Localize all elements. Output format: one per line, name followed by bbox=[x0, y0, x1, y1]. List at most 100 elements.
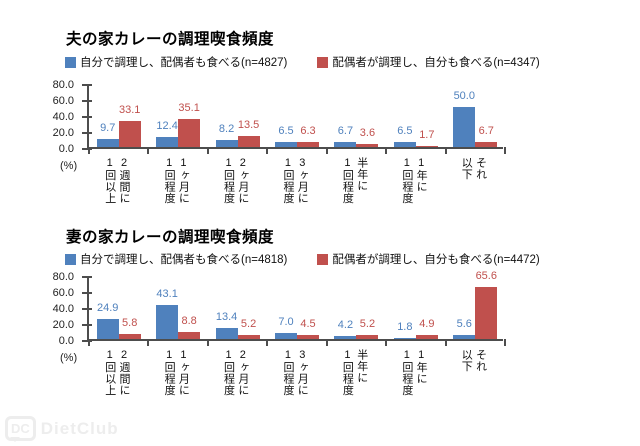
plot-area: 9.7 33.1 12.4 35.1 8.2 13.5 6.5 6.3 6.7 3.6 6.5 1.7… bbox=[82, 84, 506, 154]
bar-red-cat3 bbox=[237, 334, 260, 339]
x-axis-labels: 2週間に 1回以上 1ヶ月に 1回程度 2ヶ月に 1回程度 3ヶ月に 1回程度 半年に … bbox=[87, 157, 503, 223]
x-category-label: 3ヶ月に 1回程度 bbox=[281, 349, 309, 396]
x-tick-mark bbox=[325, 147, 328, 154]
x-tick-mark bbox=[325, 339, 328, 346]
x-tick-mark bbox=[385, 339, 388, 346]
x-category-label: 3ヶ月に 1回程度 bbox=[281, 157, 309, 204]
bar-red-cat2 bbox=[178, 331, 201, 339]
data-label: 5.2 bbox=[240, 317, 257, 330]
bar-red-cat2 bbox=[178, 118, 201, 147]
data-label: 24.9 bbox=[97, 302, 119, 315]
x-category-label: 2週間に 1回以上 bbox=[103, 349, 130, 396]
bar-blue-cat2 bbox=[156, 304, 179, 339]
data-label: 43.1 bbox=[156, 287, 178, 300]
axis-unit-label: (%) bbox=[60, 352, 78, 364]
y-tick-mark bbox=[82, 84, 92, 86]
bar-blue-cat3 bbox=[215, 140, 238, 147]
x-tick-mark bbox=[147, 147, 150, 154]
y-tick-mark bbox=[82, 340, 92, 342]
x-tick-mark bbox=[266, 339, 269, 346]
y-tick-label: 60.0 bbox=[52, 95, 74, 107]
legend-husband: 自分で調理し、配偶者も食べる(n=4827) 配偶者が調理し、自分も食べる(n=… bbox=[65, 54, 540, 70]
chart-title-husband: 夫の家カレーの調理喫食頻度 bbox=[66, 31, 275, 48]
bar-red-cat5 bbox=[356, 144, 379, 147]
legend-label-self-cooks: 自分で調理し、配偶者も食べる(n=4827) bbox=[80, 57, 288, 69]
x-tick-mark bbox=[206, 147, 209, 154]
x-tick-mark bbox=[504, 147, 506, 154]
bar-red-cat6 bbox=[415, 335, 438, 339]
data-label: 4.5 bbox=[300, 318, 316, 331]
x-tick-mark bbox=[504, 339, 506, 346]
data-label: 1.7 bbox=[419, 128, 435, 141]
bar-blue-cat4 bbox=[275, 333, 297, 339]
y-tick-label: 20.0 bbox=[52, 127, 74, 139]
legend-swatch-red-icon bbox=[317, 253, 329, 265]
bar-blue-cat3 bbox=[215, 328, 238, 339]
data-label: 6.5 bbox=[278, 124, 294, 137]
y-tick-label: 0.0 bbox=[58, 335, 74, 347]
data-label: 13.4 bbox=[215, 311, 238, 324]
bar-red-cat5 bbox=[356, 334, 379, 339]
x-category-label: 半年に 1回程度 bbox=[341, 157, 368, 204]
data-label: 4.9 bbox=[419, 318, 435, 331]
bar-blue-cat7 bbox=[453, 107, 476, 147]
y-tick-mark bbox=[82, 308, 92, 310]
data-label: 13.5 bbox=[237, 119, 260, 132]
x-tick-mark bbox=[444, 339, 447, 346]
x-category-label: 1ヶ月に 1回程度 bbox=[163, 157, 190, 204]
bar-red-cat1 bbox=[118, 334, 141, 339]
bar-blue-cat5 bbox=[334, 141, 357, 147]
data-label: 7.0 bbox=[278, 316, 294, 329]
legend-label-spouse-cooks: 配偶者が調理し、自分も食べる(n=4472) bbox=[332, 254, 540, 266]
legend-swatch-blue-icon bbox=[65, 253, 76, 265]
data-label: 6.7 bbox=[478, 124, 494, 137]
y-tick-mark bbox=[82, 276, 92, 278]
x-category-label: 半年に 1回程度 bbox=[341, 349, 368, 396]
bar-blue-cat4 bbox=[275, 141, 297, 147]
x-tick-mark bbox=[147, 339, 150, 346]
bar-blue-cat2 bbox=[156, 137, 179, 147]
data-label: 33.1 bbox=[118, 103, 141, 116]
bar-red-cat3 bbox=[237, 136, 260, 147]
y-tick-label: 80.0 bbox=[52, 271, 74, 283]
bar-blue-cat5 bbox=[334, 335, 357, 339]
x-category-label: それ 以下 bbox=[460, 349, 487, 372]
dietclub-watermark: DC DietClub bbox=[5, 416, 119, 442]
x-category-label: 2ヶ月に 1回程度 bbox=[222, 157, 249, 204]
data-label: 1.8 bbox=[397, 320, 413, 333]
y-tick-label: 80.0 bbox=[52, 79, 74, 91]
bar-red-cat1 bbox=[118, 120, 141, 147]
bar-blue-cat1 bbox=[96, 139, 119, 147]
y-tick-mark bbox=[82, 324, 92, 326]
data-label: 4.2 bbox=[337, 318, 354, 331]
data-label: 6.3 bbox=[300, 124, 316, 137]
legend-item-spouse-cooks: 配偶者が調理し、自分も食べる(n=4347) bbox=[317, 54, 540, 70]
bar-blue-cat6 bbox=[393, 141, 416, 147]
watermark-label: DietClub bbox=[40, 418, 119, 438]
data-label: 3.6 bbox=[359, 127, 376, 140]
y-tick-label: 60.0 bbox=[52, 287, 74, 299]
data-label: 6.5 bbox=[397, 124, 413, 137]
x-tick-mark bbox=[88, 147, 90, 154]
legend-label-self-cooks: 自分で調理し、配偶者も食べる(n=4818) bbox=[80, 254, 288, 266]
y-tick-label: 20.0 bbox=[52, 319, 74, 331]
data-label: 12.4 bbox=[156, 120, 178, 133]
chart-title-wife: 妻の家カレーの調理喫食頻度 bbox=[66, 229, 275, 246]
legend-label-spouse-cooks: 配偶者が調理し、自分も食べる(n=4347) bbox=[332, 57, 540, 69]
data-label: 5.2 bbox=[359, 317, 376, 330]
x-tick-mark bbox=[444, 147, 447, 154]
legend-item-spouse-cooks: 配偶者が調理し、自分も食べる(n=4472) bbox=[317, 251, 540, 267]
bar-red-cat4 bbox=[297, 335, 319, 339]
data-label: 5.6 bbox=[456, 317, 472, 330]
bar-blue-cat7 bbox=[453, 334, 476, 339]
x-category-label: 2週間に 1回以上 bbox=[103, 157, 130, 204]
x-tick-mark bbox=[88, 339, 90, 346]
data-label: 65.6 bbox=[475, 269, 497, 282]
bar-red-cat7 bbox=[475, 286, 498, 339]
y-axis-labels: 80.0 60.0 40.0 20.0 0.0 bbox=[42, 271, 80, 347]
y-tick-mark bbox=[82, 100, 92, 102]
x-tick-mark bbox=[206, 339, 209, 346]
x-category-label: 2ヶ月に 1回程度 bbox=[222, 349, 249, 396]
data-label: 8.8 bbox=[181, 314, 197, 327]
y-tick-mark bbox=[82, 132, 92, 134]
